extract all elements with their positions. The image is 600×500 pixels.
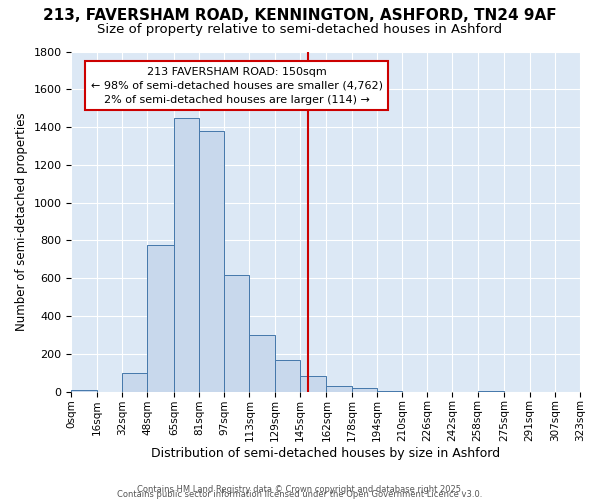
Text: Size of property relative to semi-detached houses in Ashford: Size of property relative to semi-detach…: [97, 22, 503, 36]
Bar: [326, 386, 352, 392]
Bar: [174, 118, 199, 392]
Text: Contains HM Land Registry data © Crown copyright and database right 2025.: Contains HM Land Registry data © Crown c…: [137, 485, 463, 494]
Bar: [300, 376, 326, 392]
Bar: [275, 360, 300, 392]
Bar: [478, 390, 505, 392]
Bar: [147, 245, 174, 392]
Text: 213, FAVERSHAM ROAD, KENNINGTON, ASHFORD, TN24 9AF: 213, FAVERSHAM ROAD, KENNINGTON, ASHFORD…: [43, 8, 557, 22]
Text: Contains public sector information licensed under the Open Government Licence v3: Contains public sector information licen…: [118, 490, 482, 499]
Bar: [377, 390, 402, 392]
Text: 213 FAVERSHAM ROAD: 150sqm
← 98% of semi-detached houses are smaller (4,762)
2% : 213 FAVERSHAM ROAD: 150sqm ← 98% of semi…: [91, 66, 383, 104]
Bar: [250, 335, 275, 392]
Y-axis label: Number of semi-detached properties: Number of semi-detached properties: [15, 112, 28, 331]
Bar: [122, 373, 147, 392]
X-axis label: Distribution of semi-detached houses by size in Ashford: Distribution of semi-detached houses by …: [151, 447, 500, 460]
Bar: [71, 390, 97, 392]
Bar: [352, 388, 377, 392]
Bar: [199, 131, 224, 392]
Bar: [224, 276, 250, 392]
